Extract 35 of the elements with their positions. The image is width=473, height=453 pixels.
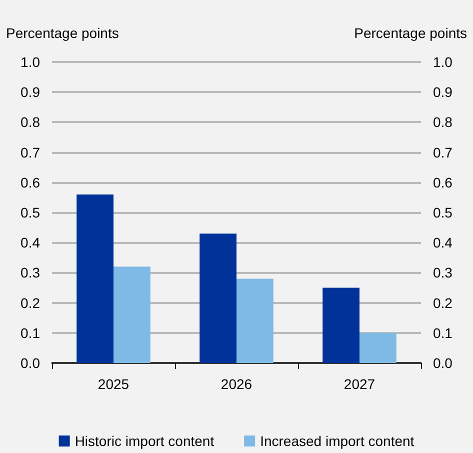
- y-tick-label: 0.2: [20, 294, 40, 311]
- y-tick-label: 0.5: [20, 204, 40, 220]
- y2-axis-title: Percentage points: [354, 25, 467, 41]
- bar: [76, 194, 114, 363]
- y2-tick-label: 0.0: [433, 355, 453, 371]
- y-tick-label: 0.6: [20, 174, 40, 190]
- y2-tick-label: 1.0: [433, 54, 453, 70]
- x-tick-label: 2027: [344, 376, 376, 392]
- bar: [114, 266, 150, 363]
- y-tick-label: 0.4: [20, 234, 40, 251]
- y2-tick-label: 0.6: [433, 174, 453, 190]
- y-tick-label: 0.8: [20, 114, 40, 130]
- bar: [322, 288, 360, 363]
- y2-tick-label: 0.2: [433, 294, 453, 311]
- y2-tick-label: 0.5: [433, 204, 453, 220]
- y-tick-label: 0.7: [20, 144, 40, 160]
- legend-label: Increased import content: [260, 433, 414, 449]
- y-tick-label: 1.0: [20, 54, 40, 70]
- legend-label: Historic import content: [74, 433, 214, 449]
- bar: [360, 332, 396, 363]
- y-tick-label: 0.0: [20, 355, 40, 371]
- y2-tick-label: 0.3: [433, 264, 453, 281]
- y2-tick-label: 0.7: [433, 144, 453, 160]
- x-tick-label: 2025: [98, 376, 130, 392]
- y-tick-label: 0.9: [20, 84, 40, 100]
- y2-tick-label: 0.1: [433, 324, 453, 341]
- y2-tick-label: 0.8: [433, 114, 453, 130]
- y-axis-title: Percentage points: [6, 25, 119, 41]
- x-tick-label: 2026: [220, 376, 252, 392]
- y2-tick-label: 0.4: [433, 234, 453, 251]
- y2-tick-label: 0.9: [433, 84, 453, 100]
- bar: [236, 278, 274, 363]
- y-tick-label: 0.3: [20, 264, 40, 281]
- bar: [200, 234, 236, 363]
- y-tick-label: 0.1: [20, 324, 40, 341]
